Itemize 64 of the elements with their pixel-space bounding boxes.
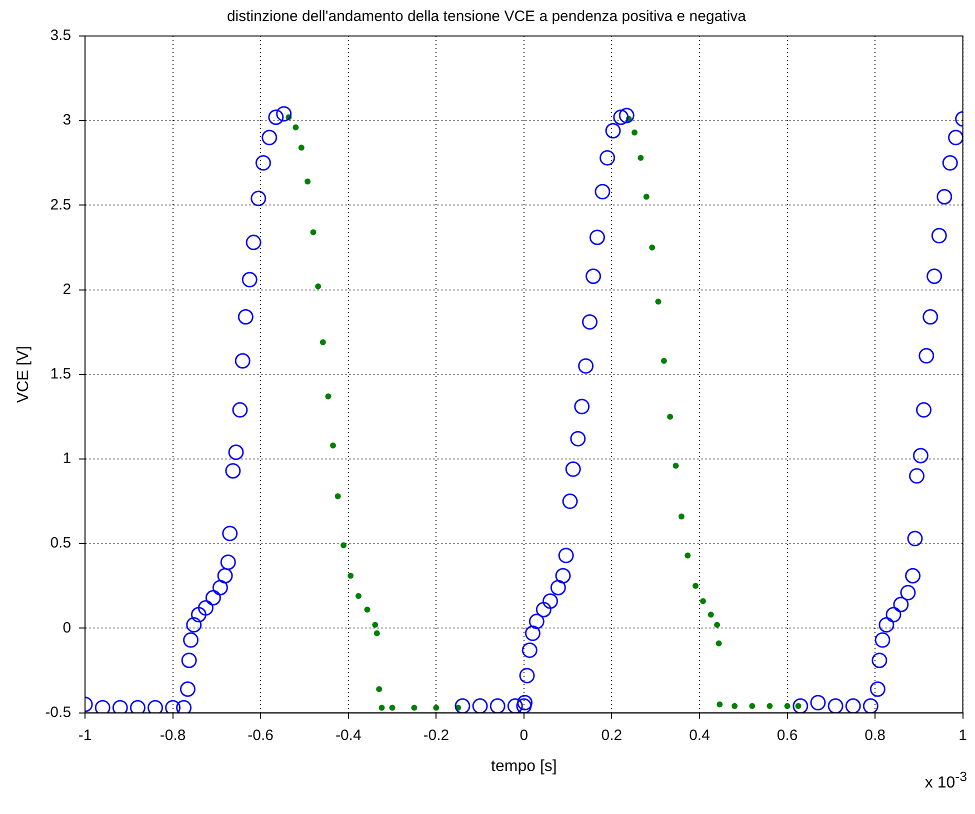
y-tick-label: 2: [62, 280, 72, 298]
point: [310, 229, 316, 236]
point: [348, 572, 354, 579]
point: [364, 606, 370, 613]
x-tick-label: -0.6: [248, 726, 274, 744]
point: [372, 622, 378, 628]
point: [700, 598, 706, 604]
point: [330, 442, 336, 448]
point: [632, 129, 638, 136]
point: [376, 686, 382, 692]
x-tick-label: 0.4: [689, 726, 710, 744]
point: [411, 704, 418, 711]
point: [304, 178, 311, 185]
y-tick-label: 0: [62, 619, 72, 636]
point: [374, 630, 380, 636]
point: [638, 154, 644, 161]
y-tick-label: 3: [62, 112, 72, 129]
point: [716, 701, 723, 708]
x-tick-label: -1: [78, 726, 92, 744]
x-tick-label: 0.2: [601, 726, 622, 744]
y-tick-label: 1: [62, 450, 72, 468]
x-tick-label: 0.6: [776, 726, 798, 744]
chart-title: distinzione dell'andamento della tensione VCE a pendenza positiva e negativa: [226, 8, 747, 26]
x-axis-title: tempo [s]: [491, 758, 557, 775]
point: [340, 542, 347, 548]
point: [378, 704, 385, 711]
y-tick-label: 0.5: [50, 534, 72, 552]
y-axis-title: VCE [V]: [15, 346, 32, 403]
y-tick-label: 1.5: [50, 366, 72, 383]
x-tick-label: -0.2: [423, 726, 450, 744]
point: [325, 393, 332, 400]
x-tick-label: -0.8: [160, 726, 186, 744]
point: [389, 704, 396, 711]
point: [334, 493, 341, 500]
y-tick-label: 3.5: [50, 27, 72, 44]
y-tick-label: -0.5: [45, 704, 72, 721]
text: x 10$^{-3}$: [924, 768, 967, 792]
point: [732, 703, 738, 710]
point: [649, 244, 656, 250]
x-tick-label: -0.4: [335, 726, 362, 744]
point: [784, 703, 790, 710]
y-tick-label: 2.5: [50, 196, 72, 214]
point: [660, 358, 667, 364]
point: [684, 552, 691, 558]
point: [672, 462, 679, 469]
point: [667, 414, 674, 420]
point: [692, 582, 699, 589]
point: [315, 283, 322, 290]
point: [749, 703, 756, 710]
x-tick-label: 0.8: [864, 726, 886, 744]
point: [292, 124, 299, 130]
point: [655, 298, 662, 305]
point: [714, 622, 720, 628]
point: [433, 704, 440, 711]
point: [708, 612, 714, 618]
x-tick-label: 1: [958, 726, 967, 744]
point: [298, 144, 304, 151]
point: [766, 703, 773, 710]
point: [320, 339, 326, 346]
point: [678, 514, 684, 520]
x-tick-label: 0: [520, 726, 528, 744]
point: [643, 194, 650, 200]
point: [716, 640, 722, 646]
point: [355, 593, 362, 600]
